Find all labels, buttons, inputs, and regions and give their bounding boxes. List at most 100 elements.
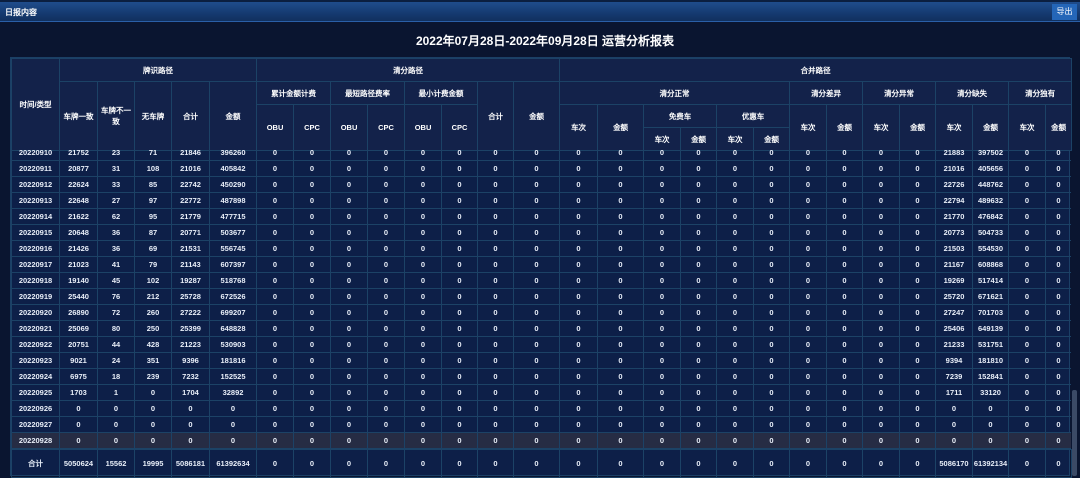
table-row[interactable]: 20220922 20751 44 428 21223 530903 0 0 0 0 0 0 0 0 0 0 0… <box>11 336 1071 353</box>
value-cell: 0 <box>643 432 681 449</box>
value-cell: 0 <box>899 288 936 305</box>
value-cell: 0 <box>404 352 442 369</box>
table-row[interactable]: 20220918 19140 45 102 19287 518768 0 0 0 0 0 0 0 0 0 0 0… <box>11 272 1071 289</box>
value-cell: 0 <box>899 352 936 369</box>
vertical-scrollbar[interactable] <box>1072 390 1077 476</box>
table-row[interactable]: 20220913 22648 27 97 22772 487898 0 0 0 0 0 0 0 0 0 0 0 0… <box>11 192 1071 209</box>
value-cell: 36 <box>97 224 135 241</box>
table-row[interactable]: 20220928 0 0 0 0 0 0 0 0 0 0 0 0 0 0 0 0 0 0 0 0 0 0 0 0 0 0 0 <box>11 432 1071 449</box>
header-cpc: CPC <box>293 104 332 151</box>
value-cell: 0 <box>753 224 790 241</box>
value-cell: 26890 <box>59 304 98 321</box>
value-cell: 0 <box>256 304 294 321</box>
value-cell: 0 <box>367 384 405 401</box>
value-cell: 0 <box>256 272 294 289</box>
value-cell: 23 <box>97 149 135 161</box>
value-cell: 0 <box>789 304 827 321</box>
value-cell: 0 <box>404 320 442 337</box>
table-row[interactable]: 20220912 22624 33 85 22742 450290 0 0 0 0 0 0 0 0 0 0 0 0… <box>11 176 1071 193</box>
value-cell: 0 <box>935 416 973 433</box>
value-cell: 0 <box>293 384 331 401</box>
value-cell: 0 <box>256 320 294 337</box>
value-cell: 0 <box>899 320 936 337</box>
table-row[interactable]: 20220926 0 0 0 0 0 0 0 0 0 0 0 0 0 0 0 0 0 0 0 0 0 0 0 0 0 0 0 <box>11 400 1071 417</box>
value-cell: 0 <box>559 288 598 305</box>
header-clear-amount: 金额 <box>513 81 561 151</box>
value-cell: 0 <box>716 272 754 289</box>
value-cell: 102 <box>134 272 172 289</box>
table-row[interactable]: 20220917 21023 41 79 21143 607397 0 0 0 0 0 0 0 0 0 0 0 0… <box>11 256 1071 273</box>
table-row[interactable]: 20220915 20648 36 87 20771 503677 0 0 0 0 0 0 0 0 0 0 0 0… <box>11 224 1071 241</box>
value-cell: 69 <box>134 240 172 257</box>
table-body-scroll[interactable]: 20220910 21752 23 71 21846 396260 0 0 0 0 0 0 0 0 0 0 0 0… <box>11 149 1071 449</box>
value-cell: 20773 <box>935 224 973 241</box>
value-cell: 0 <box>753 432 790 449</box>
value-cell: 699207 <box>209 304 257 321</box>
value-cell: 0 <box>404 336 442 353</box>
value-cell: 0 <box>899 400 936 417</box>
value-cell: 0 <box>680 160 717 177</box>
value-cell: 0 <box>1045 208 1071 225</box>
value-cell: 0 <box>597 416 644 433</box>
value-cell: 0 <box>789 400 827 417</box>
value-cell: 1703 <box>59 384 98 401</box>
value-cell: 0 <box>256 149 294 161</box>
table-row[interactable]: 20220923 9021 24 351 9396 181816 0 0 0 0 0 0 0 0 0 0 0 0 0… <box>11 352 1071 369</box>
value-cell: 25728 <box>171 288 210 305</box>
value-cell: 0 <box>862 400 900 417</box>
table-row[interactable]: 20220919 25440 76 212 25728 672526 0 0 0 0 0 0 0 0 0 0 0… <box>11 288 1071 305</box>
date-cell: 20220916 <box>11 240 60 257</box>
value-cell: 0 <box>643 400 681 417</box>
value-cell: 0 <box>256 160 294 177</box>
value-cell: 0 <box>862 336 900 353</box>
value-cell: 0 <box>643 240 681 257</box>
value-cell: 21503 <box>935 240 973 257</box>
value-cell: 0 <box>367 160 405 177</box>
value-cell: 0 <box>477 416 514 433</box>
table-row[interactable]: 20220920 26890 72 260 27222 699207 0 0 0 0 0 0 0 0 0 0 0… <box>11 304 1071 321</box>
value-cell: 0 <box>477 304 514 321</box>
value-cell: 0 <box>789 240 827 257</box>
value-cell: 0 <box>899 176 936 193</box>
value-cell: 0 <box>441 384 478 401</box>
header-plate-path: 牌识路径 <box>58 58 258 82</box>
table-row[interactable]: 20220921 25069 80 250 25399 648828 0 0 0 0 0 0 0 0 0 0 0… <box>11 320 1071 337</box>
value-cell: 0 <box>680 288 717 305</box>
export-button[interactable]: 导出 <box>1052 4 1077 20</box>
value-cell: 0 <box>293 272 331 289</box>
value-cell: 0 <box>680 432 717 449</box>
value-cell: 0 <box>716 336 754 353</box>
total-cell: 19995 <box>134 449 172 478</box>
value-cell: 0 <box>1045 192 1071 209</box>
value-cell: 0 <box>643 192 681 209</box>
value-cell: 530903 <box>209 336 257 353</box>
value-cell: 0 <box>330 176 368 193</box>
value-cell: 0 <box>559 384 598 401</box>
value-cell: 0 <box>330 240 368 257</box>
value-cell: 0 <box>559 352 598 369</box>
value-cell: 0 <box>330 208 368 225</box>
value-cell: 19140 <box>59 272 98 289</box>
value-cell: 0 <box>330 400 368 417</box>
value-cell: 0 <box>513 160 560 177</box>
date-cell: 20220910 <box>11 149 60 161</box>
value-cell: 0 <box>1045 149 1071 161</box>
value-cell: 0 <box>899 224 936 241</box>
table-row[interactable]: 20220916 21426 36 69 21531 556745 0 0 0 0 0 0 0 0 0 0 0 0… <box>11 240 1071 257</box>
value-cell: 0 <box>513 208 560 225</box>
header-trips: 车次 <box>559 104 599 151</box>
table-row[interactable]: 20220911 20877 31 108 21016 405842 0 0 0 0 0 0 0 0 0 0 0… <box>11 160 1071 177</box>
table-row[interactable]: 20220910 21752 23 71 21846 396260 0 0 0 0 0 0 0 0 0 0 0 0… <box>11 149 1071 161</box>
table-row[interactable]: 20220924 6975 18 239 7232 152525 0 0 0 0 0 0 0 0 0 0 0 0 0… <box>11 368 1071 385</box>
header-clear-normal: 清分正常 <box>559 81 791 105</box>
value-cell: 21770 <box>935 208 973 225</box>
table-row[interactable]: 20220925 1703 1 0 1704 32892 0 0 0 0 0 0 0 0 0 0 0 0 0 0 0 0 0… <box>11 384 1071 401</box>
value-cell: 648828 <box>209 320 257 337</box>
value-cell: 0 <box>753 240 790 257</box>
value-cell: 0 <box>256 384 294 401</box>
value-cell: 0 <box>367 304 405 321</box>
header-merged-path: 合并路径 <box>559 58 1073 82</box>
value-cell: 0 <box>826 336 863 353</box>
table-row[interactable]: 20220914 21622 62 95 21779 477715 0 0 0 0 0 0 0 0 0 0 0 0… <box>11 208 1071 225</box>
table-row[interactable]: 20220927 0 0 0 0 0 0 0 0 0 0 0 0 0 0 0 0 0 0 0 0 0 0 0 0 0 0 0 <box>11 416 1071 433</box>
